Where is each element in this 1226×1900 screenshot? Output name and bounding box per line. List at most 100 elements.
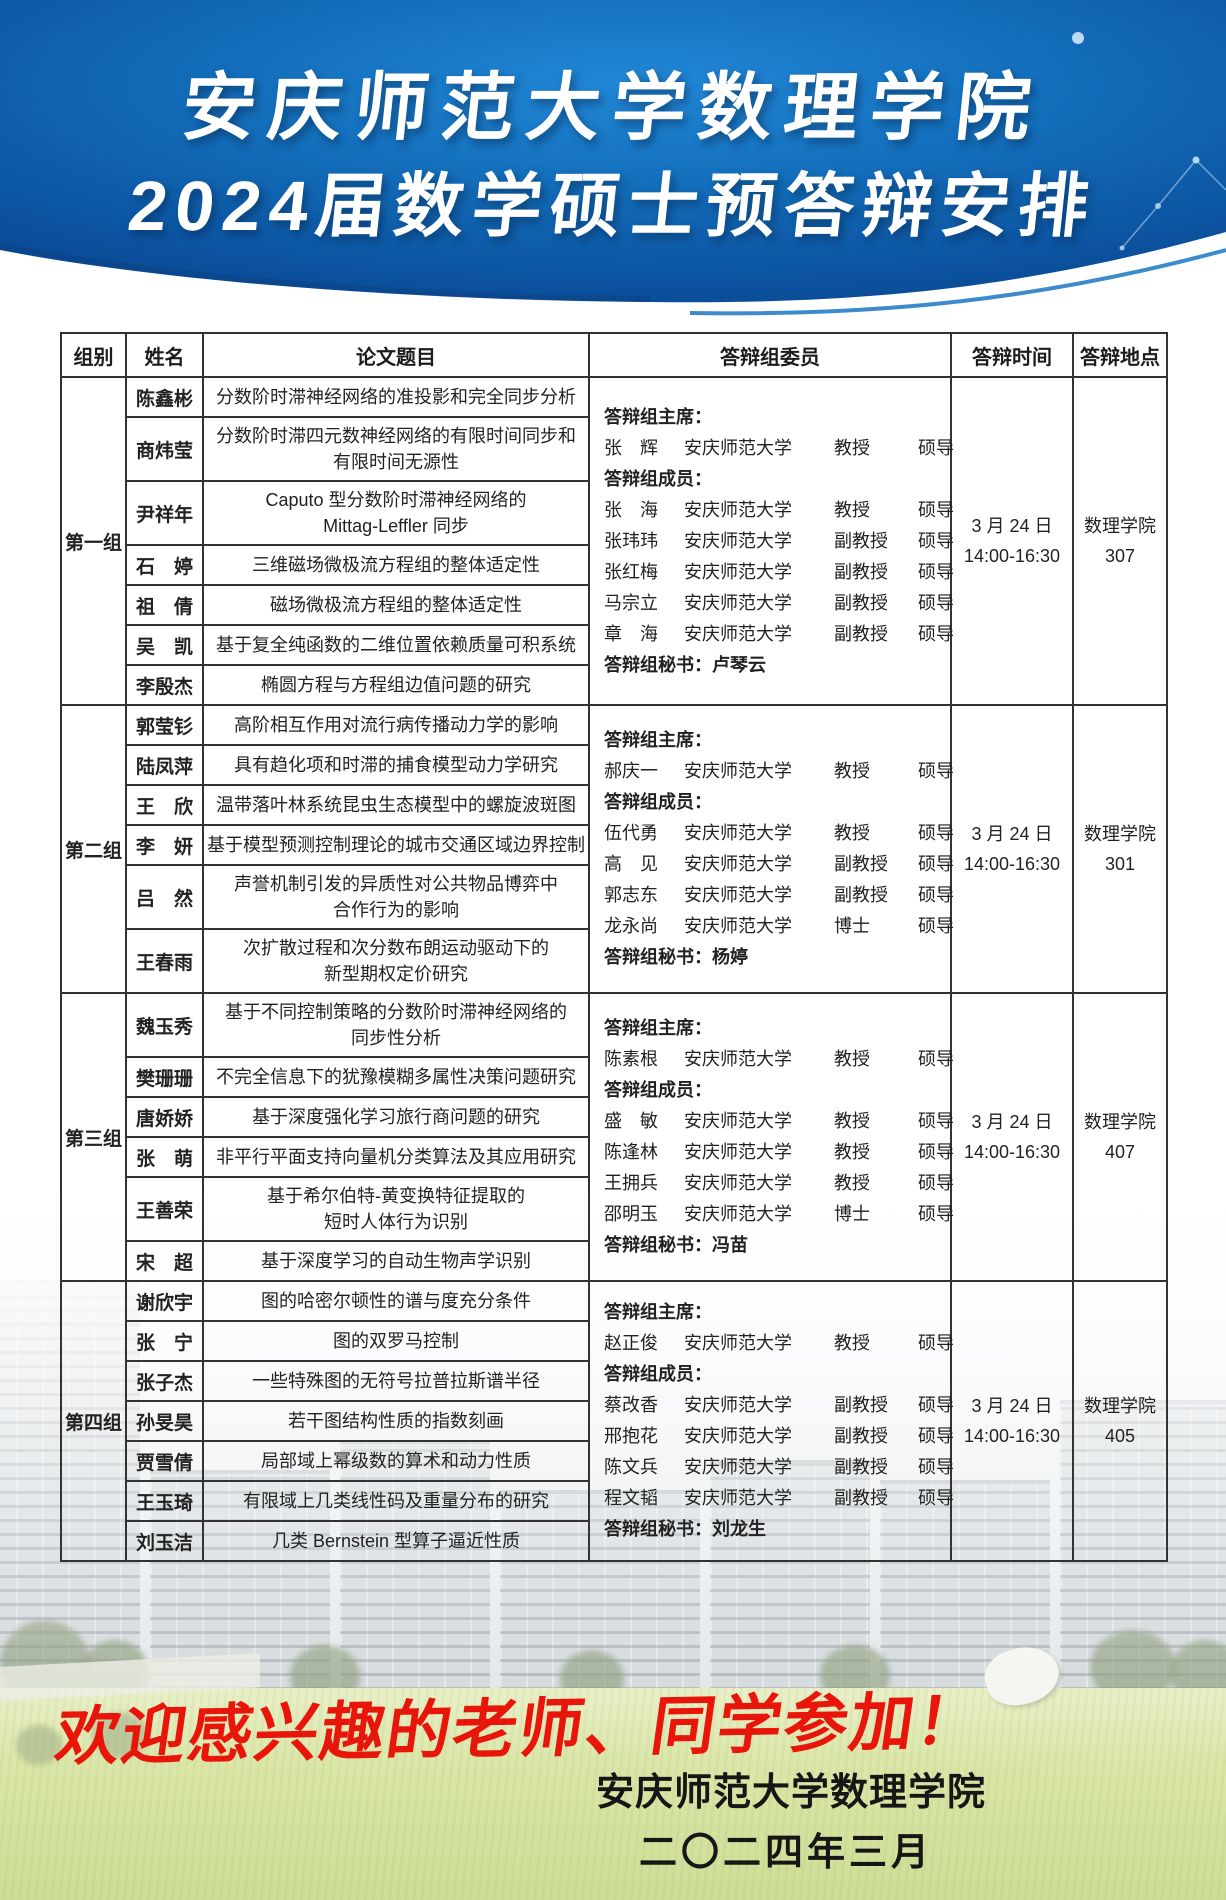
member-title: 教授 (834, 1333, 870, 1353)
table-row: 第四组 谢欣宇 图的哈密尔顿性的谱与度充分条件 答辩组主席： 赵正俊 安庆师范大学 教授 硕导… (60, 1280, 1168, 1562)
table-row: 王玉琦 有限域上几类线性码及重量分布的研究 (61, 1480, 1167, 1522)
thesis-title-cell: 基于不同控制策略的分数阶时滞神经网络的 同步性分析 (202, 992, 590, 1058)
member-affiliation: 安庆师范大学 (684, 1204, 792, 1224)
defense-location-cell: 数理学院 307 (1072, 376, 1168, 706)
member-name: 邢抱花 (604, 1426, 658, 1446)
table-row: 王善荣 基于希尔伯特-黄变换特征提取的 短时人体行为识别 (61, 1176, 1167, 1242)
thesis-title-cell: 基于深度学习的自动生物声学识别 (202, 1240, 590, 1282)
defense-time-cell: 3 月 24 日 14:00-16:30 (950, 992, 1074, 1282)
welcome-message: 欢迎感兴趣的老师、同学参加！ (51, 1684, 988, 1774)
member-title: 教授 (834, 1142, 870, 1162)
thesis-title-cell: 一些特殊图的无符号拉普拉斯谱半径 (202, 1360, 590, 1402)
committee-members-label: 答辩组成员： (604, 792, 712, 812)
member-supervisor-role: 硕导 (918, 1333, 954, 1353)
defense-time-cell: 3 月 24 日 14:00-16:30 (950, 376, 1074, 706)
thesis-title-cell: Caputo 型分数阶时滞神经网络的 Mittag-Leffler 同步 (202, 480, 590, 546)
member-affiliation: 安庆师范大学 (684, 885, 792, 905)
thesis-title-cell: 基于模型预测控制理论的城市交通区域边界控制 (202, 824, 590, 866)
committee-cell: 答辩组主席： 郝庆一 安庆师范大学 教授 硕导 答辩组成员： 伍代勇 安庆师范大学 教授 硕导高 … (588, 704, 954, 994)
member-name: 郝庆一 (604, 761, 658, 781)
committee-cell: 答辩组主席： 赵正俊 安庆师范大学 教授 硕导 答辩组成员： 蔡改香 安庆师范大学 副教授 硕导邢… (588, 1280, 954, 1562)
member-supervisor-role: 硕导 (918, 1395, 954, 1415)
thesis-title-cell: 磁场微极流方程组的整体适定性 (202, 584, 590, 626)
member-affiliation: 安庆师范大学 (684, 592, 792, 613)
thesis-title-cell: 声誉机制引发的异质性对公共物品博弈中 合作行为的影响 (202, 864, 590, 930)
defense-time-cell: 3 月 24 日 14:00-16:30 (950, 704, 1074, 994)
table-row: 李殷杰 椭圆方程与方程组边值问题的研究 (61, 664, 1167, 706)
committee-member-row: 郭志东 安庆师范大学 副教授 硕导 (604, 880, 954, 911)
table-row: 祖 倩磁场微极流方程组的整体适定性 (61, 584, 1167, 626)
member-title: 副教授 (834, 623, 888, 644)
member-affiliation: 安庆师范大学 (684, 530, 792, 551)
thesis-title-cell: 具有趋化项和时滞的捕食模型动力学研究 (202, 744, 590, 786)
member-affiliation: 安庆师范大学 (684, 1426, 792, 1446)
member-name: 陈逢林 (604, 1142, 658, 1162)
member-name: 郭志东 (604, 885, 658, 905)
member-affiliation: 安庆师范大学 (684, 916, 792, 936)
member-name: 赵正俊 (604, 1333, 658, 1353)
committee-member-row: 程文韬 安庆师范大学 副教授 硕导 (604, 1483, 954, 1514)
member-title: 教授 (834, 1049, 870, 1069)
table-row: 孙旻昊 若干图结构性质的指数刻画 (61, 1400, 1167, 1442)
member-name: 陈素根 (604, 1049, 658, 1069)
defense-date: 3 月 24 日 (971, 1112, 1053, 1132)
member-title: 副教授 (834, 885, 888, 905)
committee-chair-label: 答辩组主席： (604, 406, 712, 427)
student-name-cell: 唐娇娇 (125, 1096, 204, 1138)
student-name-cell: 郭莹钐 (125, 704, 204, 746)
thesis-title-cell: 图的哈密尔顿性的谱与度充分条件 (202, 1280, 590, 1322)
student-name-cell: 孙旻昊 (125, 1400, 204, 1442)
table-row: 第三组 魏玉秀 基于不同控制策略的分数阶时滞神经网络的 同步性分析 答辩组主席： 陈素根… (60, 992, 1168, 1282)
location-room: 405 (1104, 1426, 1136, 1446)
column-header-2: 论文题目 (202, 332, 590, 378)
column-header-0: 组别 (60, 332, 127, 378)
member-title: 副教授 (834, 1457, 888, 1477)
member-title: 副教授 (834, 530, 888, 551)
committee-chair-label: 答辩组主席： (604, 1302, 712, 1322)
thesis-title-cell: 分数阶时滞神经网络的准投影和完全同步分析 (202, 376, 590, 418)
member-supervisor-role: 硕导 (918, 1173, 954, 1193)
committee-member-row: 张红梅 安庆师范大学 副教授 硕导 (604, 557, 954, 588)
student-name-cell: 魏玉秀 (125, 992, 204, 1058)
table-row: 尹祥年 Caputo 型分数阶时滞神经网络的 Mittag-Leffler 同步 (61, 480, 1167, 546)
member-affiliation: 安庆师范大学 (684, 437, 792, 458)
member-affiliation: 安庆师范大学 (684, 499, 792, 520)
thesis-title-cell: 非平行平面支持向量机分类算法及其应用研究 (202, 1136, 590, 1178)
defense-hours: 14:00-16:30 (963, 1142, 1061, 1162)
thesis-title-cell: 分数阶时滞四元数神经网络的有限时间同步和 有限时间无源性 (202, 416, 590, 482)
member-name: 高 见 (604, 854, 658, 874)
thesis-title-cell: 基于希尔伯特-黄变换特征提取的 短时人体行为识别 (202, 1176, 590, 1242)
committee-member-row: 蔡改香 安庆师范大学 副教授 硕导 (604, 1390, 954, 1421)
table-header: 组别 姓名 论文题目 答辩组委员 答辩时间 答辩地点 (60, 332, 1168, 378)
committee-panel: 答辩组主席： 陈素根 安庆师范大学 教授 硕导 答辩组成员：盛 敏安庆师范大学 教授 硕导 陈逢… (592, 1013, 954, 1261)
committee-member-row: 马宗立 安庆师范大学 副教授 硕导 (604, 588, 954, 619)
student-name-cell: 尹祥年 (125, 480, 204, 546)
table-row: 第二组 郭莹钐 高阶相互作用对流行病传播动力学的影响 答辩组主席： 郝庆一 安庆师范大学教… (60, 704, 1168, 994)
table-row: 王 欣温带落叶林系统昆虫生态模型中的螺旋波斑图 (61, 784, 1167, 826)
student-name-cell: 贾雪倩 (125, 1440, 204, 1482)
signature-block: 安庆师范大学数理学院 二〇二四年三月 (596, 1770, 985, 1876)
student-name-cell: 谢欣宇 (125, 1280, 204, 1322)
location-building: 数理学院 (1084, 1396, 1156, 1416)
committee-member-row: 盛 敏 安庆师范大学 教授 硕导 (604, 1106, 954, 1137)
committee-member-row: 龙永尚 安庆师范大学 博士 硕导 (604, 911, 954, 942)
member-affiliation: 安庆师范大学 (684, 1395, 792, 1415)
member-affiliation: 安庆师范大学 (684, 623, 792, 644)
member-name: 邵明玉 (604, 1204, 658, 1224)
member-affiliation: 安庆师范大学 (684, 854, 792, 874)
member-supervisor-role: 硕导 (918, 1142, 954, 1162)
member-name: 盛 敏 (604, 1111, 658, 1131)
table-row: 张 宁图的双罗马控制 (61, 1320, 1167, 1362)
poster-title-line2: 2024届数学硕士预答辩安排 (124, 167, 1101, 245)
thesis-title-cell: 高阶相互作用对流行病传播动力学的影响 (202, 704, 590, 746)
student-name-cell: 张子杰 (125, 1360, 204, 1402)
member-supervisor-role: 硕导 (918, 1488, 954, 1508)
committee-secretary: 答辩组秘书：刘龙生 (604, 1519, 766, 1539)
member-affiliation: 安庆师范大学 (684, 1457, 792, 1477)
member-title: 教授 (834, 437, 870, 458)
member-title: 教授 (834, 1173, 870, 1193)
table-row: 商炜莹 分数阶时滞四元数神经网络的有限时间同步和 有限时间无源性 (61, 416, 1167, 482)
student-name-cell: 刘玉洁 (125, 1520, 204, 1562)
table-row: 贾雪倩 局部域上幂级数的算术和动力性质 (61, 1440, 1167, 1482)
thesis-title-cell: 图的双罗马控制 (202, 1320, 590, 1362)
